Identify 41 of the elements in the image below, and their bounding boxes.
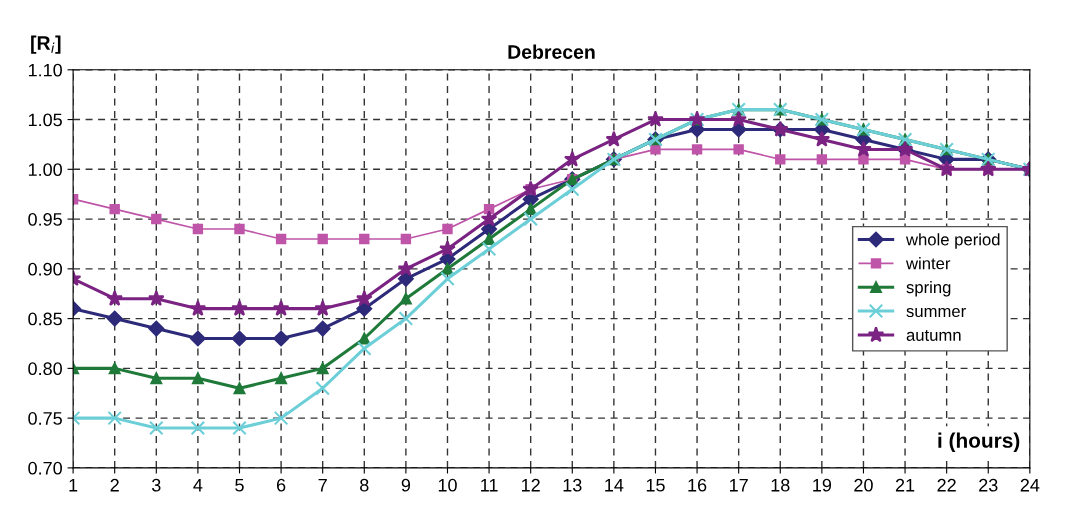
y-tick-label: 0.75	[28, 412, 62, 425]
x-tick-label: 1	[69, 478, 78, 492]
legend-label: autumn	[906, 330, 961, 341]
legend-label: spring	[906, 280, 951, 297]
x-tick-label: 20	[854, 478, 873, 492]
x-axis-title: i (hours)	[938, 432, 1020, 452]
y-tick-label: 1.00	[28, 163, 62, 177]
x-tick-label: 15	[646, 478, 665, 492]
y-tick-label: 1.10	[28, 63, 62, 77]
x-tick-label: 22	[937, 478, 956, 492]
x-tick-label: 19	[813, 478, 832, 492]
y-tick-label: 0.95	[28, 213, 62, 226]
x-tick-label: 24	[1020, 478, 1040, 492]
chart-title: Debrecen	[508, 44, 595, 59]
y-tick-label: 0.70	[28, 461, 62, 475]
x-tick-label: 2	[110, 478, 119, 492]
x-tick-label: 11	[481, 478, 498, 492]
x-tick-label: 9	[401, 478, 411, 492]
x-tick-label: 13	[563, 478, 582, 492]
y-tick-label: 0.90	[28, 262, 62, 276]
x-tick-label: 17	[730, 478, 748, 492]
x-tick-label: 23	[979, 478, 998, 492]
legend-label: summer	[906, 307, 966, 318]
x-tick-label: 21	[895, 478, 915, 492]
x-tick-label: 5	[235, 478, 244, 492]
x-tick-label: 4	[193, 478, 203, 492]
x-tick-label: 14	[605, 478, 624, 492]
x-tick-label: 3	[151, 478, 161, 492]
y-tick-label: 0.85	[28, 312, 62, 326]
x-tick-label: 12	[522, 478, 540, 492]
y-axis-title: [R$_{i}$]	[31, 35, 61, 54]
x-tick-label: 7	[318, 478, 327, 492]
y-tick-label: 1.05	[28, 113, 62, 127]
x-tick-label: 6	[276, 478, 286, 492]
x-tick-label: 16	[688, 478, 707, 492]
legend-label: winter	[905, 257, 951, 270]
legend-label: whole period	[905, 233, 1000, 249]
y-tick-label: 0.80	[28, 362, 62, 376]
x-tick-label: 18	[771, 478, 790, 492]
x-tick-label: 10	[438, 478, 457, 492]
x-tick-label: 8	[360, 478, 369, 492]
